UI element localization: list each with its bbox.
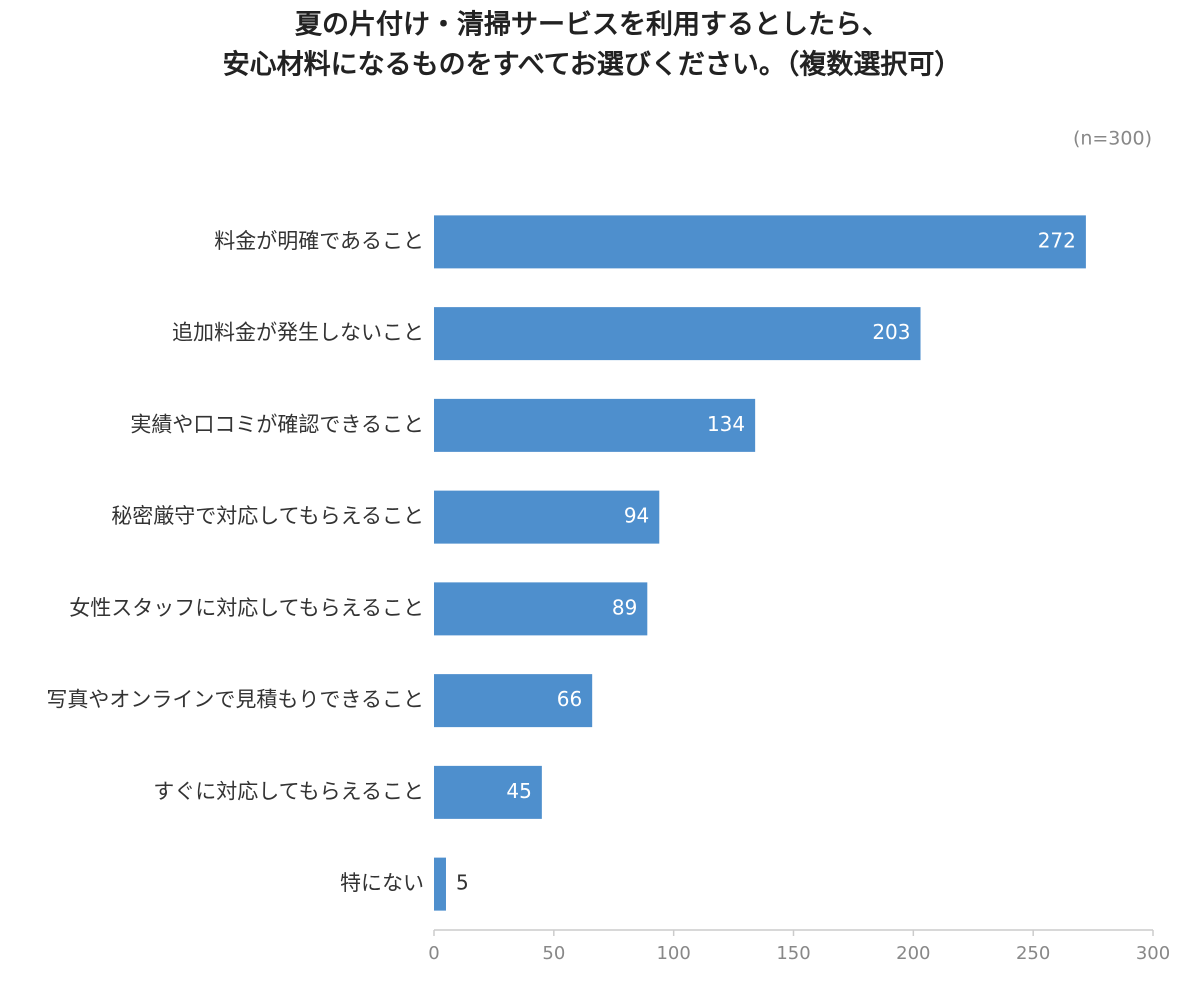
x-tick-label: 300 xyxy=(1136,943,1170,964)
bar xyxy=(434,582,648,636)
value-label: 203 xyxy=(872,320,910,344)
value-label: 5 xyxy=(456,871,469,895)
value-label: 89 xyxy=(612,595,637,619)
x-tick-label: 50 xyxy=(542,943,565,964)
sample-size: (n=300) xyxy=(1073,128,1152,150)
x-tick-label: 200 xyxy=(896,943,930,964)
value-label: 66 xyxy=(557,687,582,711)
x-tick-label: 250 xyxy=(1016,943,1050,964)
x-tick-label: 150 xyxy=(776,943,810,964)
x-tick-label: 100 xyxy=(656,943,690,964)
value-label: 272 xyxy=(1038,228,1076,252)
chart-title: 安心材料になるものをすべてお選びください。（複数選択可） xyxy=(223,49,962,81)
value-label: 134 xyxy=(707,412,745,436)
category-label: 料金が明確であること xyxy=(214,229,424,253)
bar xyxy=(434,215,1086,269)
bar xyxy=(434,307,921,361)
bar xyxy=(434,857,446,911)
bar xyxy=(434,398,756,452)
category-label: 写真やオンラインで見積もりできること xyxy=(46,688,424,712)
category-label: 特にない xyxy=(340,871,424,895)
bar xyxy=(434,674,593,728)
category-label: 女性スタッフに対応してもらえること xyxy=(69,596,424,620)
category-label: 実績や口コミが確認できること xyxy=(130,412,424,436)
bar xyxy=(434,765,542,819)
chart-title: 夏の片付け・清掃サービスを利用するとしたら、 xyxy=(295,10,889,41)
x-tick-label: 0 xyxy=(428,943,439,964)
category-label: 追加料金が発生しないこと xyxy=(172,321,424,345)
category-label: すぐに対応してもらえること xyxy=(153,779,424,803)
bar xyxy=(434,490,660,544)
category-label: 秘密厳守で対応してもらえること xyxy=(111,504,424,528)
value-label: 94 xyxy=(624,504,649,528)
value-label: 45 xyxy=(506,779,531,803)
